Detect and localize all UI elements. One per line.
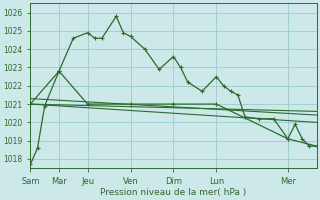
X-axis label: Pression niveau de la mer( hPa ): Pression niveau de la mer( hPa )	[100, 188, 247, 197]
